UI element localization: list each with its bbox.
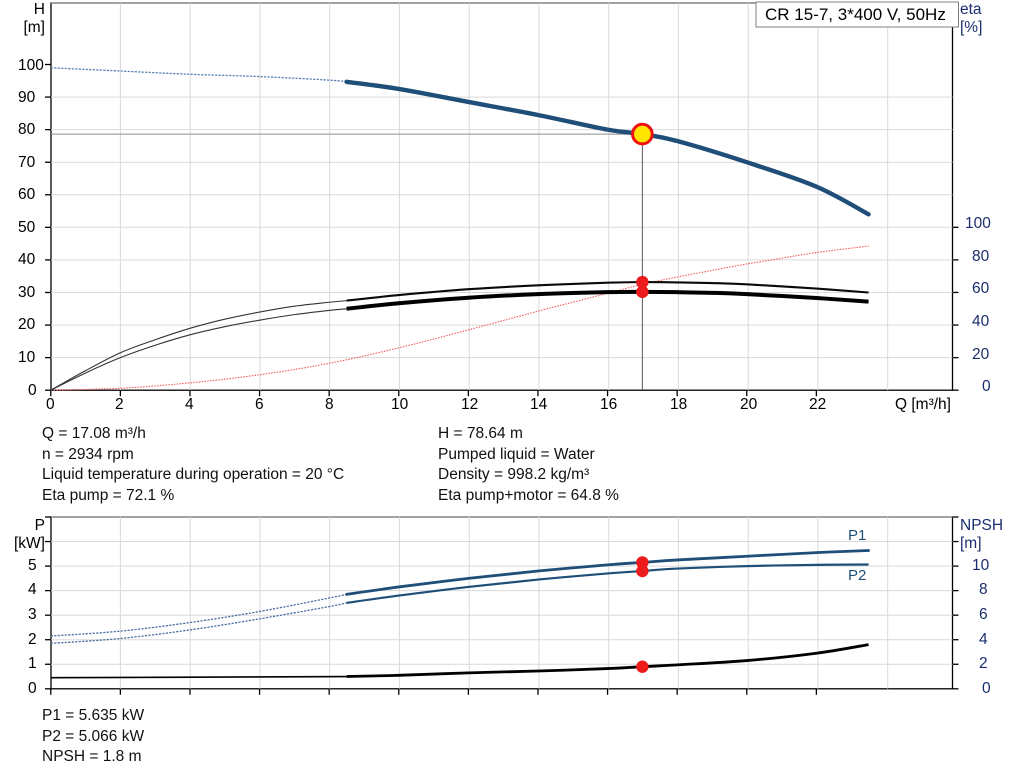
svg-text:P2: P2 [848, 567, 866, 584]
svg-text:P1: P1 [848, 527, 866, 544]
